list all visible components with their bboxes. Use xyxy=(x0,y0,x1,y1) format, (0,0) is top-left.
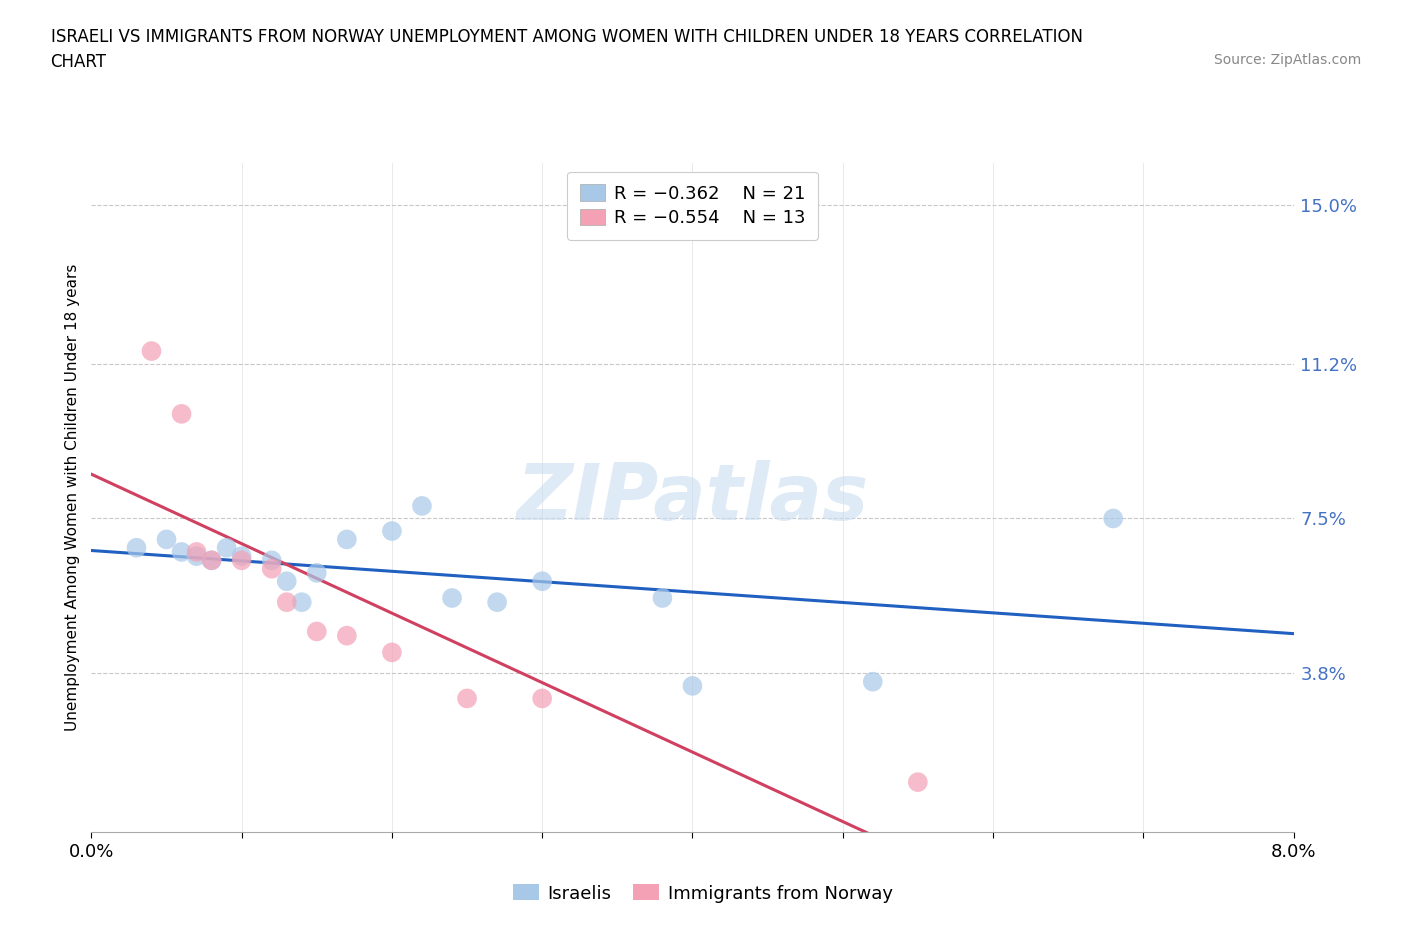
Point xyxy=(141,344,163,359)
Point xyxy=(276,595,298,610)
Point xyxy=(231,552,253,567)
Point xyxy=(862,674,884,689)
Point xyxy=(336,532,359,547)
Point xyxy=(440,591,463,605)
Point xyxy=(531,574,554,589)
Point xyxy=(170,406,193,421)
Point xyxy=(125,540,148,555)
Point xyxy=(381,645,404,660)
Point xyxy=(456,691,478,706)
Point xyxy=(186,549,208,564)
Point xyxy=(186,545,208,560)
Point xyxy=(486,595,509,610)
Text: ZIPatlas: ZIPatlas xyxy=(516,459,869,536)
Point xyxy=(170,545,193,560)
Point xyxy=(155,532,177,547)
Legend: R = −0.362    N = 21, R = −0.554    N = 13: R = −0.362 N = 21, R = −0.554 N = 13 xyxy=(567,172,818,240)
Point xyxy=(336,629,359,644)
Point xyxy=(411,498,433,513)
Point xyxy=(305,565,328,580)
Y-axis label: Unemployment Among Women with Children Under 18 years: Unemployment Among Women with Children U… xyxy=(65,264,80,731)
Point xyxy=(260,561,283,576)
Point xyxy=(291,595,314,610)
Point xyxy=(651,591,673,605)
Point xyxy=(381,524,404,538)
Point xyxy=(1102,512,1125,526)
Point xyxy=(201,552,224,567)
Text: CHART: CHART xyxy=(51,53,107,71)
Legend: Israelis, Immigrants from Norway: Israelis, Immigrants from Norway xyxy=(506,877,900,910)
Point xyxy=(260,552,283,567)
Text: Source: ZipAtlas.com: Source: ZipAtlas.com xyxy=(1213,53,1361,67)
Point xyxy=(531,691,554,706)
Point xyxy=(305,624,328,639)
Point xyxy=(681,679,703,694)
Point xyxy=(215,540,238,555)
Point xyxy=(231,549,253,564)
Point xyxy=(276,574,298,589)
Text: ISRAELI VS IMMIGRANTS FROM NORWAY UNEMPLOYMENT AMONG WOMEN WITH CHILDREN UNDER 1: ISRAELI VS IMMIGRANTS FROM NORWAY UNEMPL… xyxy=(51,28,1083,46)
Point xyxy=(907,775,929,790)
Point xyxy=(201,552,224,567)
